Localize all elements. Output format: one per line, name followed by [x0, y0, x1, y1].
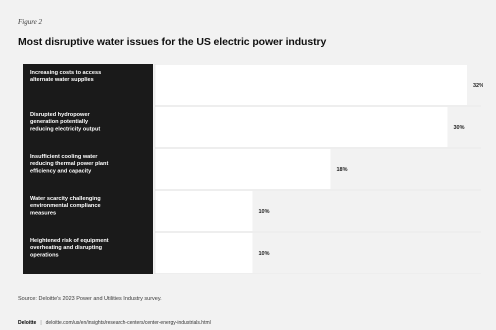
- category-label-box: [23, 148, 153, 190]
- footer-url[interactable]: deloitte.com/us/en/insights/research-cen…: [45, 320, 211, 326]
- bar-chart: Increasing costs to access alternate wate…: [23, 64, 483, 274]
- category-label-box: [23, 64, 153, 106]
- category-label: Water scarcity challenging environmental …: [30, 196, 101, 216]
- value-label: 18%: [337, 167, 348, 173]
- category-label: Insufficient cooling water reducing therm…: [30, 154, 108, 174]
- bar: [155, 149, 331, 189]
- footer: Deloitte | deloitte.com/us/en/insights/res…: [18, 320, 211, 326]
- source-note: Source: Deloitte's 2023 Power and Utilit…: [18, 296, 162, 302]
- value-label: 32%: [473, 83, 483, 89]
- chart-title: Most disruptive water issues for the US …: [18, 36, 327, 48]
- bar: [155, 233, 253, 273]
- bar: [155, 65, 467, 105]
- bar: [155, 191, 253, 231]
- figure-label: Figure 2: [18, 18, 43, 26]
- category-label: Disrupted hydropower generation potential…: [30, 112, 100, 132]
- category-label-box: [23, 106, 153, 148]
- bar-chart-svg: Increasing costs to access alternate wate…: [23, 64, 483, 274]
- category-label: Increasing costs to access alternate wate…: [30, 70, 101, 83]
- bar: [155, 107, 448, 147]
- footer-brand: Deloitte: [18, 320, 37, 326]
- category-label-box: [23, 190, 153, 232]
- value-label: 10%: [259, 209, 270, 215]
- value-label: 30%: [454, 125, 465, 131]
- footer-separator: |: [40, 320, 42, 326]
- value-label: 10%: [259, 251, 270, 257]
- category-label-box: [23, 232, 153, 274]
- category-label: Heightened risk of equipment overheating …: [30, 238, 109, 258]
